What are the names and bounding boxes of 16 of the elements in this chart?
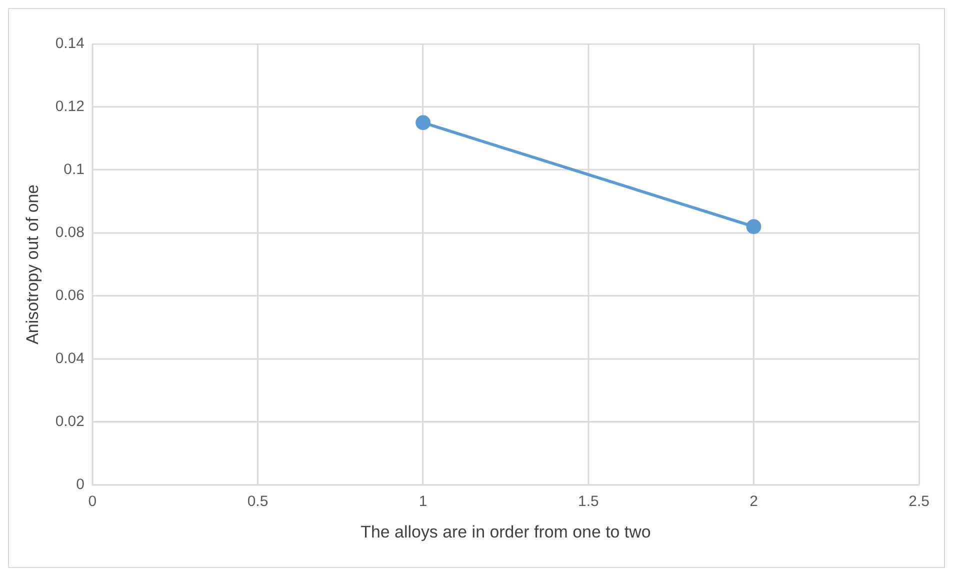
y-tick-label: 0.02	[55, 413, 84, 430]
y-tick-label: 0	[76, 476, 84, 494]
y-tick-label: 0.06	[55, 287, 84, 304]
x-tick-label: 1.5	[578, 492, 599, 510]
x-axis-title: The alloys are in order from one to two	[360, 522, 651, 542]
y-axis-title: Anisotropy out of one	[22, 184, 42, 344]
x-tick-label: 2	[750, 492, 758, 510]
x-tick-label: 1	[418, 492, 428, 510]
y-tick-label: 0.04	[55, 350, 84, 368]
y-tick-label: 0.08	[55, 224, 84, 242]
y-tick-label: 0.12	[55, 98, 84, 115]
x-tick-label: 0.5	[247, 492, 268, 510]
x-tick-label: 0	[88, 492, 97, 510]
y-tick-label: 0.1	[64, 161, 84, 178]
y-tick-label: 0.14	[55, 35, 84, 52]
x-tick-label: 2.5	[908, 492, 930, 510]
